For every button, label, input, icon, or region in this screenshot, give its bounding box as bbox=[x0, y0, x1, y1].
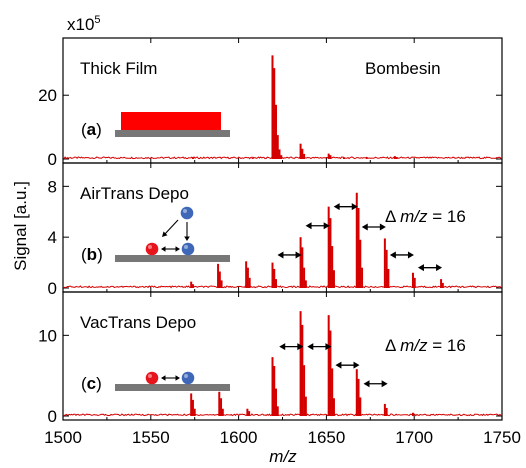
panel-letter-label: (b) bbox=[81, 245, 103, 264]
red-sphere bbox=[145, 371, 159, 385]
delta-mz-annotation: Δ m/z = 16 bbox=[385, 336, 466, 355]
inset-diagram bbox=[115, 371, 230, 391]
x-tick-label: 1550 bbox=[132, 428, 170, 447]
delta-mz-arrow bbox=[279, 343, 304, 351]
x-tick-label: 1750 bbox=[483, 428, 521, 447]
x-axis-label: m/z bbox=[269, 447, 297, 466]
panel-b: 0 4 8 AirTrans Depo Δ m/z = 16 (b) bbox=[48, 162, 503, 298]
delta-mz-arrow bbox=[277, 251, 302, 259]
panel-letter-label: (a) bbox=[81, 120, 102, 139]
y-tick-label: 4 bbox=[48, 228, 57, 247]
y-multiplier-label: x105 bbox=[67, 14, 101, 34]
panel-c: 0 10 VacTrans Depo Δ m/z = 16 (c) bbox=[38, 291, 503, 426]
inset-diagram bbox=[115, 112, 230, 137]
y-tick-label: 0 bbox=[48, 279, 57, 298]
x-tick-label: 1700 bbox=[395, 428, 433, 447]
x-tick-label: 1500 bbox=[44, 428, 82, 447]
panel-a: 0 20 Thick Film Bombesin (a) bbox=[38, 37, 503, 169]
delta-mz-arrow bbox=[333, 203, 358, 211]
y-tick-label: 20 bbox=[38, 86, 57, 105]
panel-title: Thick Film bbox=[80, 59, 157, 78]
panel-title: VacTrans Depo bbox=[80, 313, 196, 332]
spectrum-baseline bbox=[63, 156, 502, 160]
panel-frame bbox=[62, 291, 503, 421]
substrate bbox=[115, 255, 230, 262]
delta-mz-arrow bbox=[307, 343, 332, 351]
y-tick-label: 10 bbox=[38, 326, 57, 345]
spectrum-panels: 0 20 Thick Film Bombesin (a) 0 4 8 AirTrans Depo… bbox=[38, 37, 503, 426]
delta-mz-arrow bbox=[417, 264, 443, 272]
delta-mz-arrow bbox=[305, 222, 330, 230]
delta-mz-annotation: Δ m/z = 16 bbox=[385, 207, 466, 226]
panel-title: AirTrans Depo bbox=[80, 184, 189, 203]
blue-sphere bbox=[181, 242, 195, 256]
panel-frame bbox=[62, 162, 503, 293]
x-axis-ticks: 1500 1550 1600 1650 1700 1750 bbox=[44, 428, 521, 447]
y-tick-label: 0 bbox=[48, 407, 57, 426]
substrate bbox=[115, 130, 230, 137]
red-sphere bbox=[145, 242, 159, 256]
inset-diagram bbox=[115, 206, 230, 262]
delta-mz-arrow bbox=[361, 223, 386, 231]
blue-sphere bbox=[180, 206, 194, 220]
delta-mz-arrow bbox=[389, 251, 414, 259]
spectrum-baseline bbox=[63, 285, 502, 289]
y-axis-label: Signal [a.u.] bbox=[11, 181, 30, 271]
x-tick-label: 1600 bbox=[220, 428, 258, 447]
analyte-label: Bombesin bbox=[365, 59, 441, 78]
panel-frame bbox=[62, 37, 503, 164]
thick-film-layer bbox=[121, 112, 221, 130]
spectrum-baseline bbox=[63, 413, 502, 417]
x-tick-label: 1650 bbox=[307, 428, 345, 447]
y-tick-label: 8 bbox=[48, 177, 57, 196]
panel-letter-label: (c) bbox=[81, 374, 102, 393]
y-tick-label: 0 bbox=[48, 150, 57, 169]
delta-mz-arrow bbox=[335, 361, 360, 369]
substrate bbox=[115, 384, 230, 391]
delta-mz-arrow bbox=[363, 380, 388, 388]
blue-sphere bbox=[181, 371, 195, 385]
